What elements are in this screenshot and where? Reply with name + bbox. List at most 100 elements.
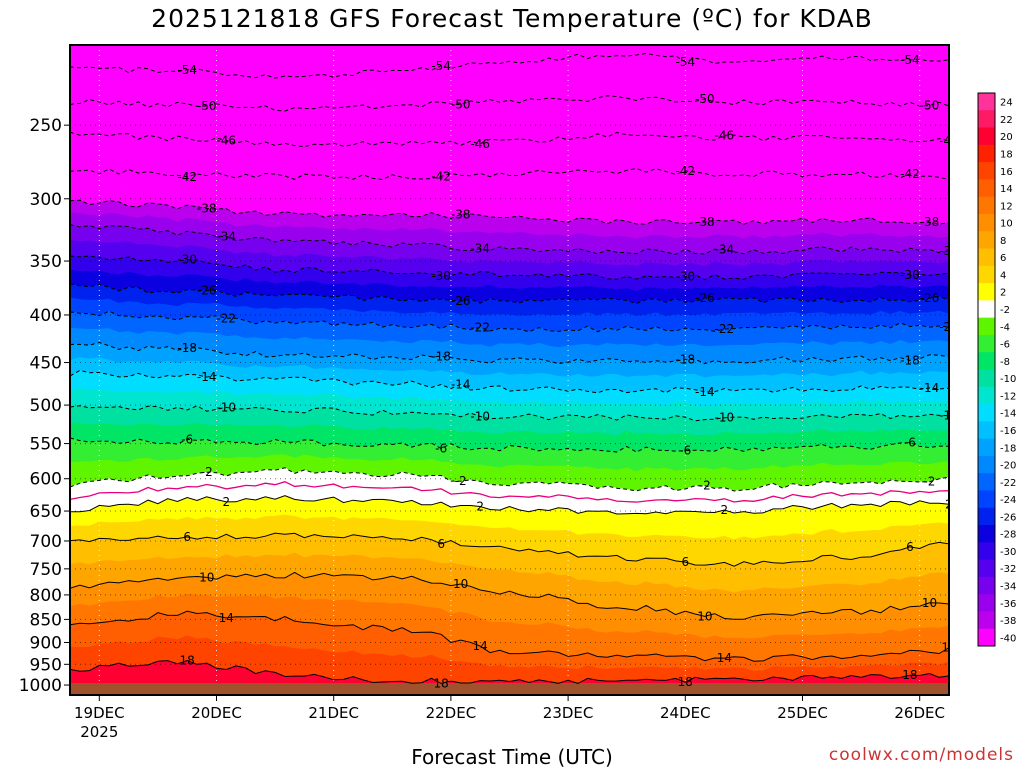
colorbar-swatch xyxy=(978,352,995,370)
colorbar-label: -30 xyxy=(1000,547,1016,558)
colorbar-swatch xyxy=(978,334,995,353)
contour-label: -50 xyxy=(197,99,217,113)
colorbar: 24 22 20 18 16 14 12 10 8 6 4 2 -2 -4 -6 -8 -10 -12 -14 -16… xyxy=(977,92,1016,647)
colorbar-swatch xyxy=(978,317,995,336)
contour-label: 10 xyxy=(922,596,937,610)
y-tick-label: 600 xyxy=(30,470,62,490)
colorbar-swatch xyxy=(978,576,995,595)
contour-label: -42 xyxy=(675,164,695,178)
colorbar-swatch xyxy=(978,283,995,301)
y-tick-label: 950 xyxy=(30,655,62,675)
contour-line xyxy=(70,310,949,333)
colorbar-label: -16 xyxy=(1000,426,1016,437)
colorbar-swatch xyxy=(978,300,995,319)
colorbar-label: 8 xyxy=(1000,236,1006,247)
y-tick-label: 1000 xyxy=(19,676,62,696)
x-tick-label: 25DEC xyxy=(777,704,828,722)
colorbar-label: -18 xyxy=(1000,443,1016,454)
contour-label: -46 xyxy=(470,137,490,151)
colorbar-label: -26 xyxy=(1000,512,1016,523)
contour-label: -6 xyxy=(435,442,447,456)
colorbar-swatch xyxy=(978,421,995,440)
colorbar-swatch xyxy=(978,490,995,509)
y-tick-label: 650 xyxy=(30,502,62,522)
colorbar-label: 12 xyxy=(1000,201,1013,212)
contour-label: -54 xyxy=(431,59,451,73)
contour-label: -34 xyxy=(470,242,490,256)
colorbar-label: -32 xyxy=(1000,564,1016,575)
colorbar-label: 4 xyxy=(1000,270,1006,281)
colorbar-swatch xyxy=(978,438,995,457)
y-tick-label: 250 xyxy=(30,116,62,136)
contour-line xyxy=(70,95,949,112)
contour-label: 2 xyxy=(222,495,230,509)
contour-label: -30 xyxy=(675,270,695,284)
contour-label: -10 xyxy=(939,409,959,423)
colorbar-label: -28 xyxy=(1000,530,1016,541)
x-tick-label: 20DEC xyxy=(191,704,242,722)
contour-label: -10 xyxy=(715,411,735,425)
contour-line xyxy=(70,131,949,148)
x-tick-label: 23DEC xyxy=(543,704,594,722)
colorbar-swatch xyxy=(978,93,995,111)
contour-label: -26 xyxy=(695,291,715,305)
contour-label: -38 xyxy=(197,202,217,216)
colorbar-label: -20 xyxy=(1000,461,1016,472)
colorbar-swatch xyxy=(978,213,995,232)
colorbar-label: -12 xyxy=(1000,391,1016,402)
chart-title: 2025121818 GFS Forecast Temperature (ºC)… xyxy=(151,4,873,33)
grid-lines xyxy=(70,45,949,695)
colorbar-swatch xyxy=(978,507,995,526)
contour-label: -54 xyxy=(675,55,695,69)
contour-label: -38 xyxy=(451,207,471,221)
y-tick-label: 400 xyxy=(30,306,62,326)
x-tick-label: 26DEC xyxy=(894,704,945,722)
colorbar-swatch xyxy=(978,594,995,612)
contour-label: 14 xyxy=(473,639,488,653)
colorbar-swatch xyxy=(978,265,995,284)
colorbar-swatch xyxy=(978,628,995,647)
contour-label: -38 xyxy=(920,215,940,229)
colorbar-swatch xyxy=(978,525,995,543)
contour-label: 10 xyxy=(199,570,214,584)
contour-label: -2 xyxy=(923,475,935,489)
y-tick-label: 450 xyxy=(30,354,62,374)
contour-label: -30 xyxy=(177,253,197,267)
x-tick-label: 21DEC xyxy=(308,704,359,722)
contour-label: -30 xyxy=(431,269,451,283)
contour-label: -34 xyxy=(715,242,735,256)
colorbar-label: -8 xyxy=(1000,357,1010,368)
y-tick-label: 550 xyxy=(30,435,62,455)
contour-label: -22 xyxy=(216,311,236,325)
contour-label: -2 xyxy=(699,479,711,493)
contour-line xyxy=(70,255,949,281)
contour-label: -22 xyxy=(470,320,490,334)
contour-label: -54 xyxy=(177,63,197,77)
contour-label: -2 xyxy=(201,465,213,479)
contour-line xyxy=(70,369,949,394)
contour-label: -22 xyxy=(939,320,959,334)
contour-label: -6 xyxy=(904,436,916,450)
contour-label: -46 xyxy=(216,133,236,147)
freezing-line xyxy=(70,481,949,503)
contour-line xyxy=(70,52,949,79)
contour-label: -46 xyxy=(715,128,735,142)
contour-line xyxy=(70,167,949,181)
colorbar-swatch xyxy=(978,110,995,129)
contour-label: 14 xyxy=(717,651,732,665)
colorbar-label: 24 xyxy=(1000,98,1013,109)
colorbar-label: -36 xyxy=(1000,599,1016,610)
contour-line xyxy=(70,224,949,255)
contour-label: -10 xyxy=(470,409,490,423)
x-tick-label: 19DEC xyxy=(74,704,125,722)
colorbar-label: 20 xyxy=(1000,132,1013,143)
contour-line xyxy=(70,659,949,684)
colorbar-label: -14 xyxy=(1000,409,1016,420)
contour-label: 2 xyxy=(476,500,484,514)
contour-label: -50 xyxy=(920,99,940,113)
contour-label: 10 xyxy=(697,609,712,623)
colorbar-swatch xyxy=(978,127,995,146)
colorbar-label: -24 xyxy=(1000,495,1016,506)
credit-text: coolwx.com/models xyxy=(828,745,1014,765)
